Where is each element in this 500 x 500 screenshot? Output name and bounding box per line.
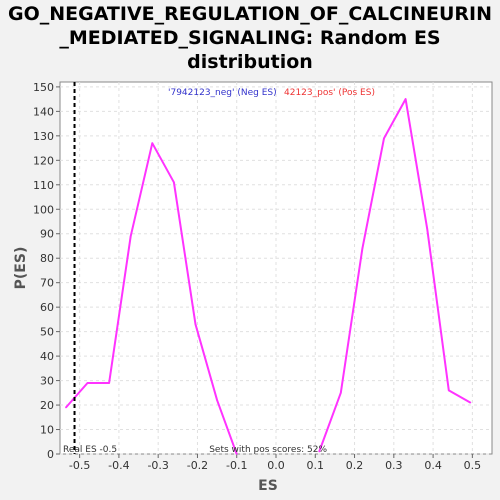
data-point [361, 247, 364, 250]
x-axis-label: ES [258, 478, 278, 494]
x-tick-label: -0.1 [226, 459, 247, 472]
y-tick-label: 30 [40, 375, 54, 388]
data-point [318, 450, 321, 453]
y-tick-label: 0 [47, 448, 54, 461]
data-point [194, 323, 197, 326]
y-tick-label: 20 [40, 399, 54, 412]
x-tick-label: -0.3 [147, 459, 168, 472]
data-point [151, 142, 154, 144]
x-tick-label: 0.0 [267, 459, 285, 472]
x-tick-label: 0.2 [346, 459, 364, 472]
x-tick-label: 0.3 [385, 459, 403, 472]
x-tick-label: -0.2 [187, 459, 208, 472]
x-tick-label: 0.4 [424, 459, 442, 472]
x-tick-label: 0.1 [307, 459, 325, 472]
y-tick-label: 90 [40, 228, 54, 241]
data-point [173, 181, 175, 184]
axes: -0.5 -0.4 -0.3 -0.2 -0.1 0.0 0.1 0.2 0.3 0.4 0.5 0 1… [33, 81, 481, 472]
y-tick-label: 40 [40, 350, 54, 363]
data-point [404, 98, 407, 100]
data-point [108, 382, 110, 384]
series-line-pos [318, 98, 471, 452]
data-point [340, 392, 342, 394]
y-tick-label: 70 [40, 277, 54, 290]
real-es-label: Real ES -0.5 [63, 445, 117, 455]
data-point [469, 401, 472, 404]
chart-title: GO_NEGATIVE_REGULATION_OF_CALCINEURIN _M… [0, 2, 500, 74]
y-tick-label: 140 [33, 105, 54, 118]
data-point [426, 228, 429, 230]
legend-entry-pos: 42123_pos' (Pos ES) [284, 88, 375, 98]
y-tick-label: 80 [40, 252, 54, 265]
y-tick-label: 130 [33, 130, 54, 143]
y-axis-label: P(ES) [13, 247, 29, 290]
y-tick-label: 60 [40, 301, 54, 314]
x-tick-label: 0.5 [464, 459, 482, 472]
grid [60, 82, 492, 455]
x-tick-label: -0.4 [108, 459, 129, 472]
y-tick-label: 50 [40, 326, 54, 339]
data-point [86, 382, 89, 384]
legend: '7942123_neg' (Neg ES) 42123_pos' (Pos E… [168, 88, 375, 98]
data-point [448, 389, 450, 392]
y-tick-label: 110 [33, 179, 54, 192]
y-tick-label: 100 [33, 203, 54, 216]
data-point [235, 453, 238, 455]
data-point [383, 137, 385, 140]
data-point [216, 399, 218, 401]
y-tick-label: 10 [40, 424, 54, 437]
chart-title-line-3: distribution [187, 51, 313, 73]
legend-entry-neg: '7942123_neg' (Neg ES) [168, 88, 277, 98]
y-tick-label: 120 [33, 154, 54, 167]
chart-title-line-1: GO_NEGATIVE_REGULATION_OF_CALCINEURIN [7, 3, 493, 25]
data-point [65, 406, 67, 409]
pos-scores-label: Sets with pos scores: 52% [209, 445, 327, 455]
y-tick-label: 150 [33, 81, 54, 94]
series-layer [65, 98, 472, 455]
x-tick-label: -0.5 [69, 459, 90, 472]
chart-title-line-2: _MEDIATED_SIGNALING: Random ES [59, 27, 441, 49]
data-point [129, 235, 132, 237]
